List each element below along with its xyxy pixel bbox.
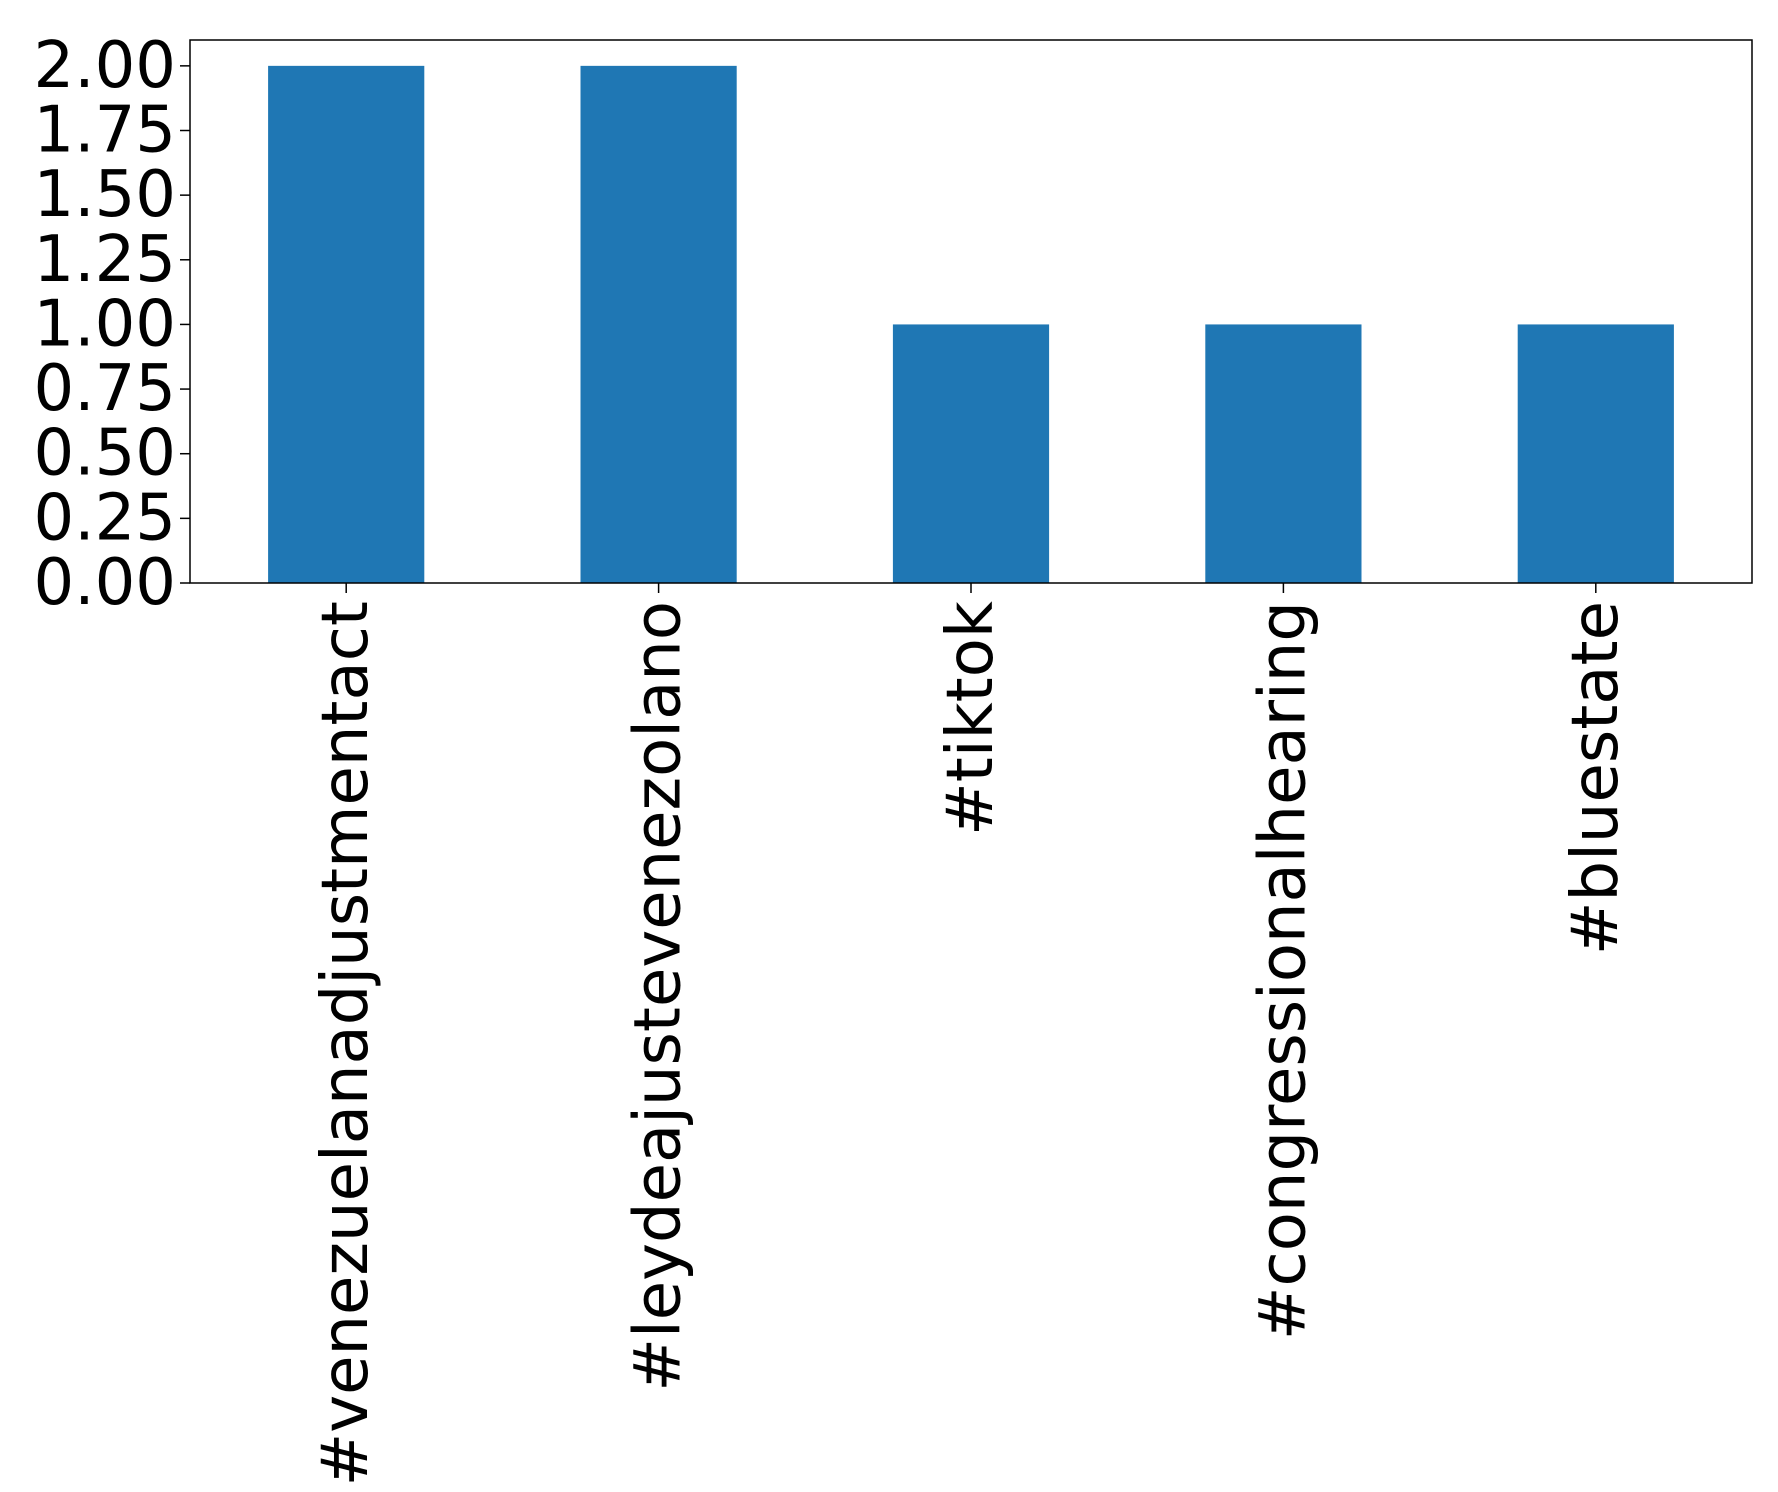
x-tick-label-2: #tiktok xyxy=(934,601,1008,836)
y-tick-label-4: 1.00 xyxy=(34,287,177,361)
bar-2 xyxy=(580,65,737,584)
x-tick-label-1: #leydeajustevenezolano xyxy=(622,601,696,1392)
bar-4 xyxy=(1205,324,1362,583)
plot-area xyxy=(189,39,1753,584)
y-tick-label-7: 1.75 xyxy=(34,94,177,168)
y-tick-label-5: 1.25 xyxy=(34,223,177,297)
y-tick-label-8: 2.00 xyxy=(34,29,177,103)
y-tick-label-6: 1.50 xyxy=(34,158,177,232)
y-tick-label-2: 0.50 xyxy=(34,417,177,491)
x-axis: #venezuelanadjustmentact #leydeajustevene… xyxy=(309,583,1633,1486)
y-tick-label-0: 0.00 xyxy=(34,546,177,620)
bar-1 xyxy=(268,65,425,584)
x-tick-label-4: #bluestate xyxy=(1559,601,1633,955)
x-tick-label-3: #congressionalhearing xyxy=(1246,601,1320,1340)
bar-5 xyxy=(1517,324,1674,583)
x-tick-label-0: #venezuelanadjustmentact xyxy=(309,601,383,1486)
bar-3 xyxy=(892,324,1050,583)
y-tick-label-1: 0.25 xyxy=(34,481,177,555)
bars xyxy=(268,65,1674,584)
y-axis: 0.000.250.500.751.001.251.501.752.00 xyxy=(34,29,190,620)
plot-frame xyxy=(189,39,1753,584)
y-tick-label-3: 0.75 xyxy=(34,352,177,426)
